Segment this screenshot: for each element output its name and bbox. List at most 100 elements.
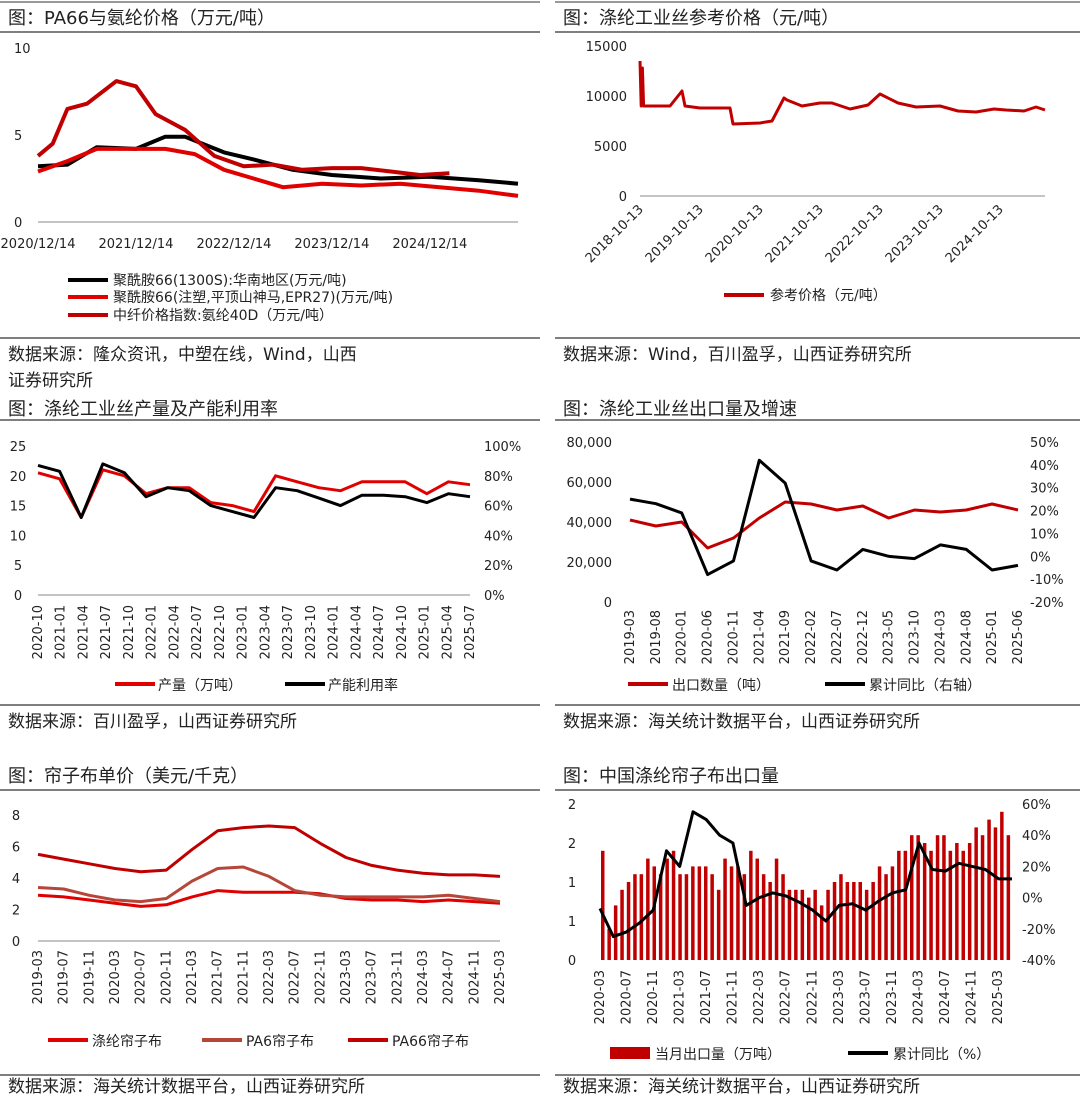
bar xyxy=(1000,811,1004,960)
x-tick-label: 2023-10 xyxy=(908,610,923,664)
bar xyxy=(903,850,908,960)
x-tick-label: 2023-10-13 xyxy=(883,202,947,266)
x-tick-label: 2021-10 xyxy=(122,605,137,659)
x-tick-label: 2021-03 xyxy=(185,950,200,1004)
x-tick-label: 2023/12/14 xyxy=(294,237,369,252)
x-tick-label: 2020-11 xyxy=(646,970,661,1024)
panel-title: 图：涤纶工业丝参考价格（元/吨） xyxy=(563,8,839,29)
x-tick-label: 2021-11 xyxy=(236,950,251,1004)
series-line xyxy=(37,134,519,186)
legend-label: 产量（万吨） xyxy=(158,678,242,694)
bar xyxy=(864,889,869,960)
legend-label: 出口数量（吨） xyxy=(672,678,770,694)
x-tick-label: 2021-07 xyxy=(699,970,714,1024)
y-tick-label: 2 xyxy=(568,837,576,852)
bar xyxy=(607,928,611,960)
y-tick-label: 80,000 xyxy=(567,436,613,451)
series-line xyxy=(598,810,1012,939)
y2-tick-label: 50% xyxy=(1030,436,1059,451)
x-tick-label: 2021-01 xyxy=(54,605,69,659)
x-tick-label: 2023-05 xyxy=(882,610,897,664)
bar xyxy=(665,858,669,960)
x-tick-label: 2022-11 xyxy=(313,950,328,1004)
y2-tick-label: 20% xyxy=(484,559,513,574)
x-tick-label: 2020-06 xyxy=(701,610,716,664)
y2-tick-label: 0% xyxy=(484,589,505,604)
bar xyxy=(620,889,624,960)
x-tick-label: 2024-11 xyxy=(467,950,482,1004)
y-tick-label: 5000 xyxy=(594,140,627,155)
x-tick-label: 2023-10 xyxy=(304,605,319,659)
y-tick-label: 0 xyxy=(14,589,22,604)
x-tick-label: 2022-10-13 xyxy=(823,202,887,266)
series-line xyxy=(37,865,501,904)
x-tick-label: 2021-07 xyxy=(211,950,226,1004)
x-tick-label: 2024-08 xyxy=(959,610,974,664)
panel-title: 图：帘子布单价（美元/千克） xyxy=(8,766,248,787)
x-tick-label: 2022/12/14 xyxy=(196,237,271,252)
bar xyxy=(768,882,772,960)
y-tick-label: 20,000 xyxy=(567,556,613,571)
x-tick-label: 2025-01 xyxy=(418,605,433,659)
bar xyxy=(807,897,811,960)
y-tick-label: 5 xyxy=(14,129,22,144)
x-tick-label: 2023-01 xyxy=(236,605,251,659)
x-tick-label: 2021-03 xyxy=(673,970,688,1024)
bar xyxy=(794,889,798,960)
bar xyxy=(658,874,663,960)
bar xyxy=(916,835,920,960)
bar xyxy=(942,835,946,960)
x-tick-label: 2025-03 xyxy=(493,950,508,1004)
y-tick-label: 5 xyxy=(14,559,22,574)
y2-tick-label: -10% xyxy=(1030,573,1064,588)
y2-tick-label: 40% xyxy=(484,529,513,544)
bar xyxy=(800,889,805,960)
x-tick-label: 2021-04 xyxy=(752,610,767,664)
x-tick-label: 2025-04 xyxy=(440,605,455,659)
y-tick-label: 4 xyxy=(12,872,20,887)
x-tick-label: 2019-11 xyxy=(82,950,97,1004)
y2-tick-label: 10% xyxy=(1030,527,1059,542)
bar xyxy=(819,905,824,960)
x-tick-label: 2024-10 xyxy=(395,605,410,659)
bar xyxy=(974,827,978,960)
x-tick-label: 2025-07 xyxy=(463,605,478,659)
series-line xyxy=(37,146,519,198)
x-tick-label: 2020-10 xyxy=(31,605,46,659)
y-tick-label: 15 xyxy=(10,500,27,515)
x-tick-label: 2022-10 xyxy=(213,605,228,659)
y2-tick-label: 20% xyxy=(1022,860,1051,875)
y2-tick-label: 20% xyxy=(1030,505,1059,520)
bar xyxy=(626,882,631,960)
y2-tick-label: 0% xyxy=(1030,550,1051,565)
y-tick-label: 60,000 xyxy=(567,476,613,491)
x-tick-label: 2019-03 xyxy=(31,950,46,1004)
bar xyxy=(922,843,927,960)
bar xyxy=(684,874,689,960)
bar xyxy=(691,866,695,960)
x-tick-label: 2022-04 xyxy=(167,605,182,659)
panel-title: 图：中国涤纶帘子布出口量 xyxy=(563,766,779,787)
x-tick-label: 2020-07 xyxy=(134,950,149,1004)
x-tick-label: 2021/12/14 xyxy=(98,237,173,252)
legend-label: 累计同比（%） xyxy=(893,1047,990,1063)
bar xyxy=(633,874,637,960)
y-tick-label: 15000 xyxy=(586,40,627,55)
x-tick-label: 2022-02 xyxy=(804,610,819,664)
y-tick-label: 40,000 xyxy=(567,516,613,531)
x-tick-label: 2021-10-13 xyxy=(763,202,827,266)
panel-cord_price: 图：帘子布单价（美元/千克） 数据来源：海关统计数据平台，山西证券研究所 0 2 4 6 8… xyxy=(8,766,508,1097)
x-tick-label: 2022-07 xyxy=(779,970,794,1024)
x-tick-label: 2025-03 xyxy=(991,970,1006,1024)
bar xyxy=(697,866,702,960)
panel-pa66: 图：PA66与氨纶价格（万元/吨） 数据来源：隆众资讯，中塑在线，Wind，山西证… xyxy=(1,8,519,391)
bar xyxy=(710,874,714,960)
x-tick-label: 2018-10-13 xyxy=(583,202,647,266)
y2-tick-label: 40% xyxy=(1030,459,1059,474)
source-note: 数据来源：隆众资讯，中塑在线，Wind，山西 xyxy=(8,345,357,365)
x-tick-label: 2023-03 xyxy=(339,950,354,1004)
y-tick-label: 1 xyxy=(568,915,576,930)
